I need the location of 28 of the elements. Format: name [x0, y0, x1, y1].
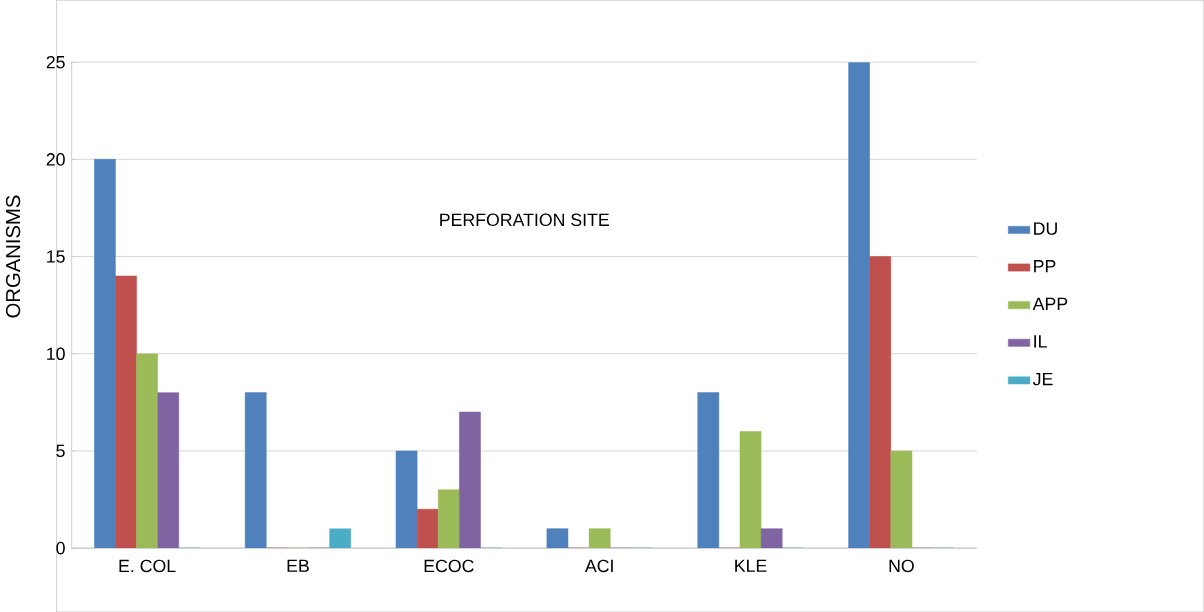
- bar: [848, 62, 870, 549]
- bar: [395, 450, 418, 549]
- y-tick-label: 15: [47, 250, 65, 263]
- x-tick-label: ECOC: [424, 559, 474, 573]
- y-axis-title: ORGANISMS: [5, 195, 21, 318]
- x-tick-label: EB: [287, 559, 309, 572]
- legend-label: IL: [1034, 335, 1047, 348]
- x-tick-label: ACI: [584, 559, 613, 573]
- bar: [115, 275, 137, 549]
- x-tick-label: E. COL: [119, 559, 176, 573]
- y-tick-label: 25: [46, 55, 65, 69]
- y-tick-label: 0: [56, 541, 65, 555]
- y-tick-label: 20: [46, 152, 65, 166]
- legend-label: PP: [1034, 260, 1056, 273]
- bar: [416, 508, 439, 549]
- x-tick-label: NO: [889, 559, 914, 573]
- y-tick-label: 10: [47, 347, 65, 360]
- legend-label: DU: [1034, 222, 1057, 235]
- legend-label: APP: [1032, 297, 1068, 310]
- y-tick-label: 5: [56, 444, 65, 458]
- bar: [94, 159, 116, 549]
- bar: [546, 528, 569, 549]
- bar: [869, 256, 892, 549]
- bar: [697, 392, 720, 549]
- bar: [244, 392, 267, 549]
- legend-label: JE: [1032, 372, 1053, 386]
- text: PERFORATION SITE: [440, 213, 609, 226]
- x-tick-label: KLE: [735, 559, 767, 572]
